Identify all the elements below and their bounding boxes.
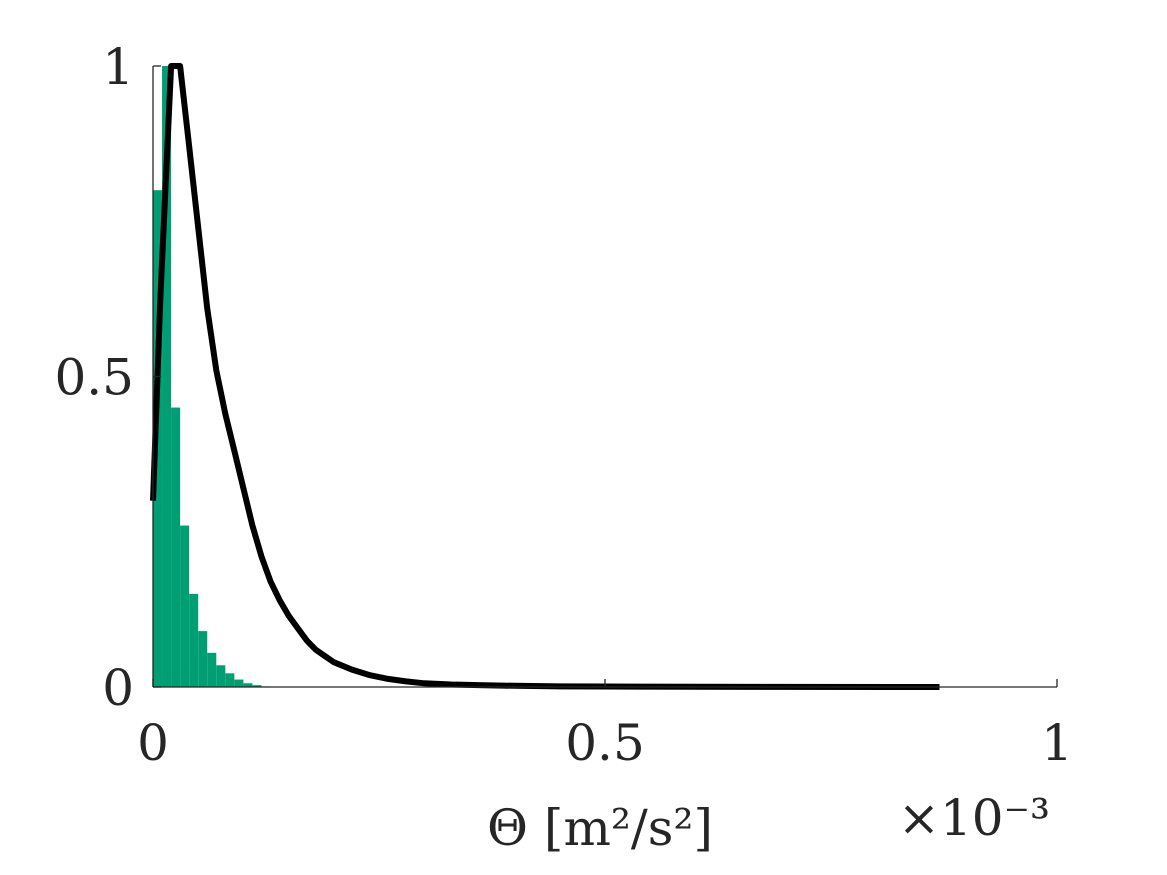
axes: 0 0.5 1 0 0.5 1 [54,38,1072,772]
histogram-bar [198,631,208,687]
y-tick-label: 0 [102,659,134,717]
histogram-bar [189,593,199,687]
histogram-bar [234,679,244,687]
histogram-bar [171,407,181,687]
histogram-bar [162,66,172,687]
histogram-bar [180,525,190,687]
histogram-bar [216,665,226,687]
series-line [150,63,940,690]
plot-area [150,63,940,690]
histogram-bar [243,683,253,687]
x-tick-label: 1 [1041,714,1073,772]
x-axis-multiplier: ×10⁻³ [898,789,1050,847]
histogram-bar [225,673,235,687]
labels: Θ [m²/s²] ×10⁻³ [487,789,1050,857]
x-tick-label: 0 [137,714,169,772]
histogram-bar [207,652,217,687]
x-tick-label: 0.5 [565,714,645,772]
x-axis-label: Θ [m²/s²] [487,799,713,857]
y-tick-label: 0.5 [54,349,134,407]
y-tick-label: 1 [102,38,134,96]
histogram-bar [252,685,262,687]
